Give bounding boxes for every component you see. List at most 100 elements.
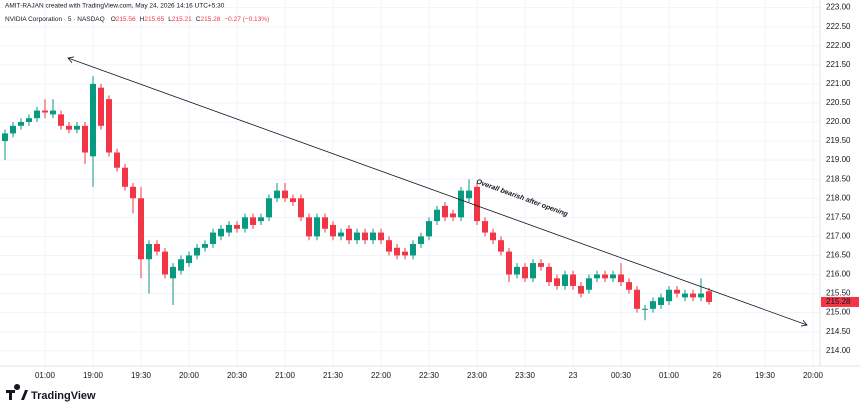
legend-value: 215.28	[200, 16, 220, 23]
y-tick-label: 215.00	[826, 308, 851, 317]
candle-body	[322, 217, 328, 229]
candle-body	[514, 266, 520, 275]
candle-body	[450, 213, 456, 218]
candle-body	[82, 125, 88, 153]
candle-body	[226, 224, 232, 233]
candle-body	[146, 244, 152, 260]
y-tick-label: 218.00	[826, 193, 851, 202]
y-tick-label: 220.50	[826, 98, 851, 107]
y-tick-label: 216.00	[826, 270, 851, 279]
candle-body	[698, 293, 704, 298]
x-tick-label: 21:30	[323, 371, 344, 380]
brand-name: TradingView	[31, 390, 96, 402]
candle-body	[618, 274, 624, 283]
brand-logo	[6, 384, 28, 400]
y-tick-label: 214.50	[826, 327, 851, 336]
symbol-title: NVIDIA Corporation · 5 · NASDAQ	[5, 16, 105, 23]
candle-body	[42, 110, 48, 113]
y-tick-label: 215.50	[826, 289, 851, 298]
candle-body	[410, 244, 416, 256]
x-tick-label: 19:30	[131, 371, 152, 380]
candle-body	[266, 198, 272, 218]
y-tick-label: 216.50	[826, 251, 851, 260]
y-tick-label: 219.50	[826, 136, 851, 145]
candle-body	[74, 125, 80, 130]
x-tick-label: 19:00	[83, 371, 104, 380]
y-tick-label: 217.50	[826, 212, 851, 221]
candle-body	[690, 293, 696, 298]
candle-body	[426, 221, 432, 237]
candle-body	[594, 274, 600, 279]
candle-body	[138, 198, 144, 260]
x-tick-label: 20:00	[179, 371, 200, 380]
candle-body	[538, 263, 544, 267]
candle-body	[570, 274, 576, 286]
candle-body	[466, 190, 472, 199]
x-tick-label: 01:00	[35, 371, 56, 380]
candle-body	[682, 293, 688, 298]
legend-line: NVIDIA Corporation · 5 · NASDAQ O215.56 H2…	[5, 16, 269, 23]
candle-body	[218, 228, 224, 237]
candle-body	[50, 110, 56, 115]
candle-body	[330, 224, 336, 237]
x-tick-label: 00:30	[611, 371, 632, 380]
candle-body	[634, 289, 640, 309]
x-tick-label: 20:30	[227, 371, 248, 380]
candle-body	[210, 232, 216, 244]
candle-body	[298, 198, 304, 218]
candle-body	[458, 190, 464, 218]
y-tick-label: 220.00	[826, 117, 851, 126]
legend-label: H	[140, 16, 145, 23]
candle-body	[234, 224, 240, 229]
candle-body	[34, 110, 40, 119]
candle-body	[554, 278, 560, 286]
candle-body	[26, 118, 32, 122]
x-tick-label: 21:00	[275, 371, 296, 380]
candle-body	[242, 217, 248, 229]
candle-body	[434, 209, 440, 222]
legend-label: C	[196, 16, 201, 23]
candle-body	[90, 83, 96, 157]
candle-body	[250, 217, 256, 225]
x-tick-label: 22:00	[371, 371, 392, 380]
candle-body	[2, 133, 8, 142]
candle-body	[306, 217, 312, 237]
candle-body	[626, 282, 632, 290]
candle-body	[194, 247, 200, 256]
candle-body	[314, 217, 320, 237]
candle-body	[282, 190, 288, 199]
candle-body	[10, 125, 16, 134]
candle-body	[130, 186, 136, 199]
last-price-box	[821, 296, 859, 307]
y-tick-label: 217.00	[826, 231, 851, 240]
candle-body	[610, 274, 616, 279]
candle-body	[18, 122, 24, 126]
x-tick-label: 20:00	[803, 371, 824, 380]
candle-body	[338, 232, 344, 237]
candle-body	[346, 228, 352, 241]
candle-body	[586, 278, 592, 290]
y-tick-label: 222.00	[826, 41, 851, 50]
candle-body	[178, 259, 184, 271]
candle-body	[442, 205, 448, 218]
candle-body	[650, 301, 656, 309]
candle-body	[378, 232, 384, 241]
x-tick-label: 23	[569, 371, 578, 380]
candle-body	[290, 198, 296, 203]
candle-body	[402, 251, 408, 256]
candle-body	[186, 255, 192, 264]
legend-change: −0.27 (−0.13%)	[224, 16, 269, 23]
y-tick-label: 223.00	[826, 3, 851, 12]
x-tick-label: 23:00	[467, 371, 488, 380]
candle-body	[170, 266, 176, 279]
y-tick-label: 214.00	[826, 346, 851, 355]
candle-body	[362, 232, 368, 241]
candle-body	[562, 274, 568, 286]
candle-body	[106, 99, 112, 153]
trend-line	[68, 58, 807, 325]
candle-body	[354, 232, 360, 241]
candle-body	[658, 297, 664, 305]
candle-body	[506, 251, 512, 275]
candle-body	[522, 266, 528, 279]
